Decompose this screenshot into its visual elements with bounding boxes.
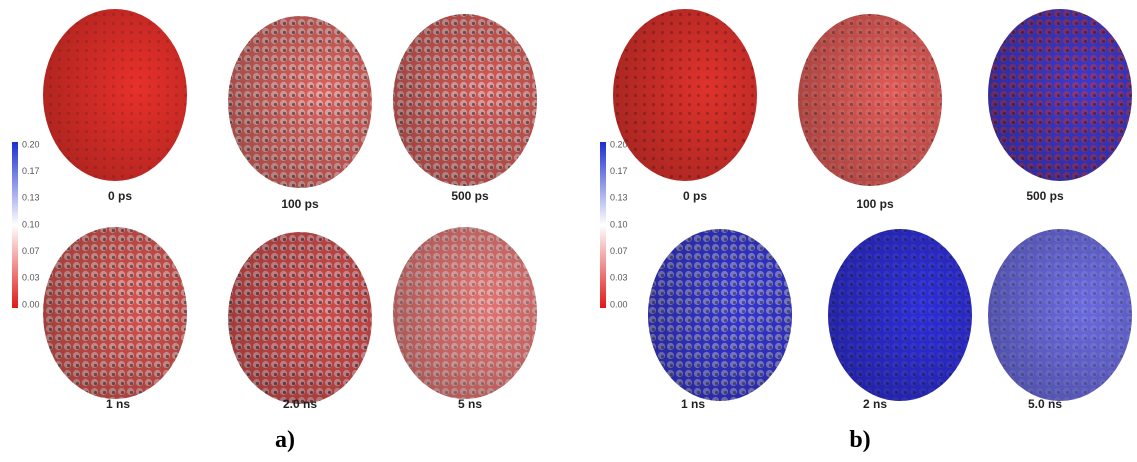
- snapshot-label: 500 ps: [1026, 189, 1064, 203]
- panel-label: a): [275, 427, 295, 453]
- colorbar-tick-label: 0.20: [22, 139, 40, 149]
- particle-snapshot: [648, 229, 792, 401]
- colorbar-tick-label: 0.00: [610, 299, 628, 309]
- snapshot-shade: [43, 9, 187, 181]
- snapshot-shade: [393, 14, 537, 186]
- snapshot-label: 100 ps: [281, 197, 319, 211]
- snapshot-shade: [613, 9, 757, 181]
- particle-snapshot: [798, 14, 942, 186]
- figure: 0.20 0.17 0.13 0.10 0.07 0.03 0.00 0 ps 100 ps 50…: [0, 0, 1137, 462]
- snapshot-shade: [648, 229, 792, 401]
- colorbar-tick-label: 0.13: [610, 193, 628, 203]
- colorbar-tick-label: 0.10: [22, 219, 40, 229]
- snapshot-label: 2.0 ns: [283, 397, 317, 411]
- snapshot-shade: [828, 229, 972, 401]
- colorbar-tick-label: 0.10: [610, 219, 628, 229]
- colorbar: [600, 142, 606, 308]
- particle-snapshot: [393, 227, 537, 399]
- snapshot-shade: [988, 229, 1132, 401]
- particle-snapshot: [828, 229, 972, 401]
- snapshot-label: 500 ps: [451, 189, 489, 203]
- snapshot-label: 0 ps: [108, 189, 132, 203]
- particle-snapshot: [988, 229, 1132, 401]
- particle-snapshot: [228, 232, 372, 404]
- snapshot-shade: [988, 9, 1132, 181]
- colorbar-tick-label: 0.00: [22, 299, 40, 309]
- snapshot-shade: [228, 16, 372, 188]
- colorbar-tick-label: 0.07: [22, 246, 40, 256]
- panel-label: b): [849, 427, 870, 453]
- particle-snapshot: [393, 14, 537, 186]
- snapshot-shade: [393, 227, 537, 399]
- snapshot-label: 5.0 ns: [1028, 397, 1062, 411]
- colorbar-tick-label: 0.13: [22, 193, 40, 203]
- colorbar-tick-label: 0.17: [22, 166, 40, 176]
- colorbar-tick-label: 0.17: [610, 166, 628, 176]
- particle-snapshot: [613, 9, 757, 181]
- snapshot-label: 1 ns: [681, 397, 705, 411]
- particle-snapshot: [43, 9, 187, 181]
- snapshot-shade: [228, 232, 372, 404]
- snapshot-label: 5 ns: [458, 397, 482, 411]
- colorbar-tick-label: 0.03: [22, 273, 40, 283]
- snapshot-label: 100 ps: [856, 197, 894, 211]
- particle-snapshot: [43, 227, 187, 399]
- snapshot-shade: [798, 14, 942, 186]
- colorbar: [12, 142, 18, 308]
- snapshot-label: 2 ns: [863, 397, 887, 411]
- snapshot-label: 0 ps: [683, 189, 707, 203]
- particle-snapshot: [988, 9, 1132, 181]
- colorbar-tick-label: 0.07: [610, 246, 628, 256]
- snapshot-label: 1 ns: [106, 397, 130, 411]
- snapshot-shade: [43, 227, 187, 399]
- particle-snapshot: [228, 16, 372, 188]
- colorbar-tick-label: 0.03: [610, 273, 628, 283]
